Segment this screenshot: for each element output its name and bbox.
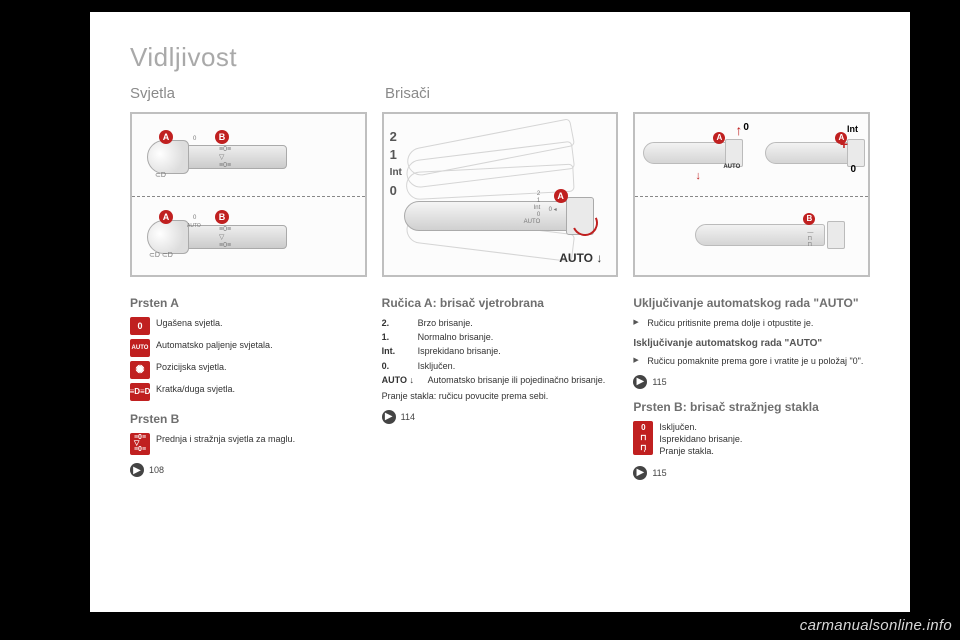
scale-auto: AUTO ↓ <box>559 251 602 265</box>
pageref-icon: ▶ <box>382 410 396 424</box>
label-0b: 0 <box>850 164 856 175</box>
content-columns: Prsten A 0 Ugašena svjetla. AUTO Automatsk… <box>130 295 870 480</box>
lights-off-text: Ugašena svjetla. <box>156 317 223 329</box>
auto-off-text: Ručicu pomaknite prema gore i vratite je… <box>633 355 870 367</box>
heading-lights: Svjetla <box>130 85 385 102</box>
rear-off: Isključen. <box>659 421 742 433</box>
sidelights-text: Pozicijska svjetla. <box>156 361 227 373</box>
figure-row: A B 0 ≡0≡▽≡0≡ ⊂D A B 0 AUTO ≡0≡▽≡0≡ ⊂D ⊂… <box>130 112 870 277</box>
rear-wash: Pranje stakla. <box>659 445 742 457</box>
figure-auto-rear: A ↑ 0 AUTO ↓ A Int + 0 B —⊓⊓ <box>633 112 870 277</box>
scale-1: 1 <box>390 146 402 164</box>
lights-auto-text: Automatsko paljenje svjetala. <box>156 339 273 351</box>
marker-a-icon: A <box>159 130 173 144</box>
stalk-a-title: Ručica A: brisač vjetrobrana <box>382 295 619 311</box>
lights-off-icon: 0 <box>130 317 150 335</box>
marker-b-icon: B <box>215 210 229 224</box>
page-title: Vidljivost <box>130 42 870 73</box>
fog-lights-text: Prednja i stražnja svjetla za maglu. <box>156 433 295 445</box>
page-ref-115a: ▶115 <box>633 375 870 389</box>
scale-2: 2 <box>390 128 402 146</box>
scale-0: 0 <box>390 182 402 200</box>
beams-text: Kratka/duga svjetla. <box>156 383 235 395</box>
sidelights-icon: ✺ <box>130 361 150 379</box>
ring-b-title: Prsten B <box>130 411 367 427</box>
lights-auto-icon: AUTO <box>130 339 150 357</box>
heading-wipers: Brisači <box>385 85 430 102</box>
pageref-icon: ▶ <box>130 463 144 477</box>
marker-b-icon: B <box>215 130 229 144</box>
pageref-icon: ▶ <box>633 466 647 480</box>
page-ref-115b: ▶115 <box>633 466 870 480</box>
col-auto-rear: Uključivanje automatskog rada "AUTO" Ruč… <box>633 295 870 480</box>
rear-wiper-icon: 0⊓⊓̣ <box>633 421 653 455</box>
auto-off-title: Isključivanje automatskog rada "AUTO" <box>633 337 870 351</box>
marker-a-icon: A <box>159 210 173 224</box>
auto-on-text: Ručicu pritisnite prema dolje i otpustit… <box>633 317 870 329</box>
ring-b-rear-title: Prsten B: brisač stražnjeg stakla <box>633 399 870 415</box>
beams-icon: ≡D≡D <box>130 383 150 401</box>
page-ref-114: ▶114 <box>382 410 619 424</box>
figure-wiper-stalk: 2 1 Int 0 A 21Int0AUTO 0 ◂ AUTO ↓ <box>382 112 619 277</box>
page-ref-108: ▶108 <box>130 463 367 477</box>
col-stalk-a: Ručica A: brisač vjetrobrana 2.Brzo bris… <box>382 295 619 480</box>
figure-light-stalk: A B 0 ≡0≡▽≡0≡ ⊂D A B 0 AUTO ≡0≡▽≡0≡ ⊂D ⊂… <box>130 112 367 277</box>
col-ring-a-b: Prsten A 0 Ugašena svjetla. AUTO Automatsk… <box>130 295 367 480</box>
rear-int: Isprekidano brisanje. <box>659 433 742 445</box>
label-int: Int <box>847 124 858 134</box>
fog-lights-icon: ≡0≡▽≡0≡ <box>130 433 150 455</box>
watermark: carmanualsonline.info <box>800 617 952 634</box>
label-0: 0 <box>743 122 749 133</box>
marker-a-icon: A <box>554 189 568 203</box>
ring-a-title: Prsten A <box>130 295 367 311</box>
scale-int: Int <box>390 164 402 182</box>
section-headings: Svjetla Brisači <box>130 85 870 112</box>
auto-on-title: Uključivanje automatskog rada "AUTO" <box>633 295 870 311</box>
wash-text: Pranje stakla: ručicu povucite prema seb… <box>382 390 619 402</box>
manual-page: Vidljivost Svjetla Brisači A B 0 ≡0≡▽≡0≡… <box>90 12 910 612</box>
pageref-icon: ▶ <box>633 375 647 389</box>
